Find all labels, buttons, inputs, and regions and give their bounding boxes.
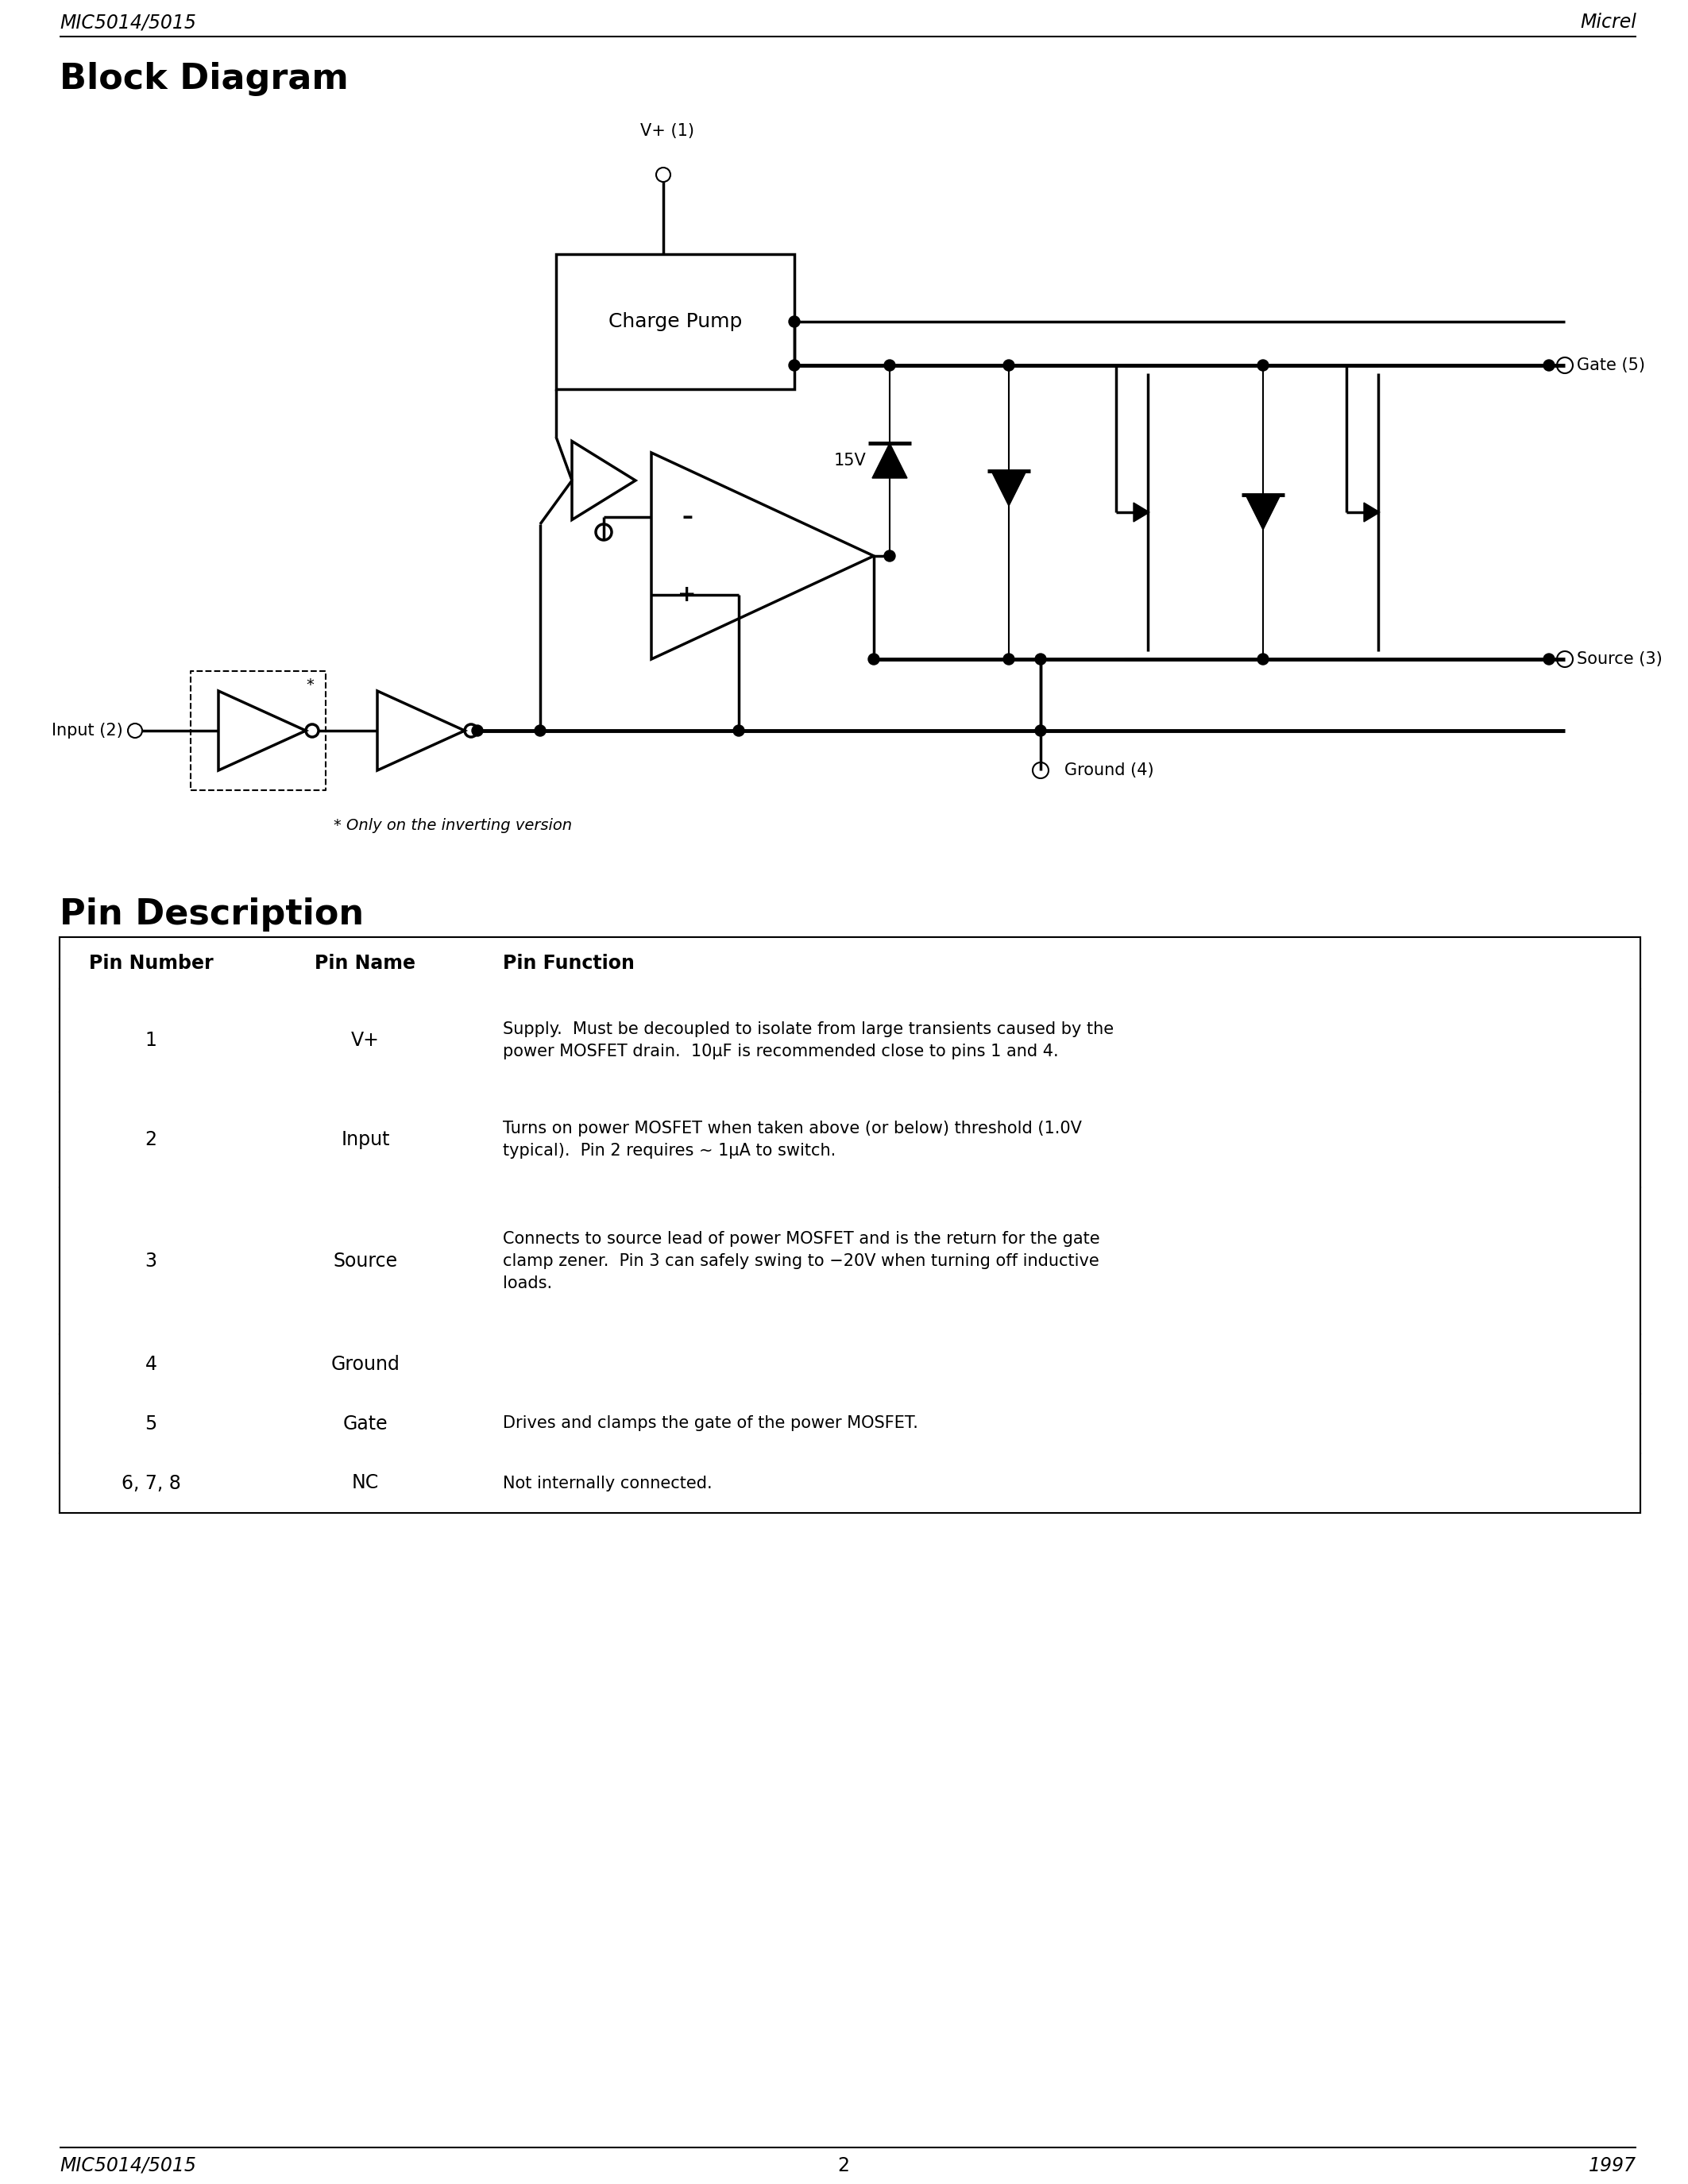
Text: Pin Function: Pin Function [503,954,635,972]
Text: Source (3): Source (3) [1577,651,1663,666]
Circle shape [1035,653,1047,664]
Circle shape [788,360,800,371]
Bar [555,253,795,389]
Text: 2: 2 [145,1129,157,1149]
Text: *: * [306,677,314,692]
Circle shape [1035,725,1047,736]
Text: V+: V+ [351,1031,380,1051]
Text: Charge Pump: Charge Pump [608,312,743,332]
Circle shape [1003,653,1014,664]
Circle shape [868,653,879,664]
Bar [59,937,1641,989]
Text: * Only on the inverting version: * Only on the inverting version [334,819,572,832]
Circle shape [885,550,895,561]
Circle shape [1543,360,1555,371]
Text: Turns on power MOSFET when taken above (or below) threshold (1.0V: Turns on power MOSFET when taken above (… [503,1120,1082,1136]
Polygon shape [1134,502,1150,522]
Text: Not internally connected.: Not internally connected. [503,1474,712,1492]
Text: 1: 1 [145,1031,157,1051]
Text: 2: 2 [837,2156,849,2175]
Text: Connects to source lead of power MOSFET and is the return for the gate: Connects to source lead of power MOSFET … [503,1230,1101,1247]
Text: 4: 4 [145,1354,157,1374]
Text: 6, 7, 8: 6, 7, 8 [122,1474,181,1492]
Text: Pin Name: Pin Name [316,954,415,972]
Text: Gate (5): Gate (5) [1577,358,1646,373]
Text: 3: 3 [145,1251,157,1271]
Text: MIC5014/5015: MIC5014/5015 [59,2156,196,2175]
Circle shape [1258,360,1269,371]
Polygon shape [873,443,906,478]
Text: clamp zener.  Pin 3 can safely swing to −20V when turning off inductive: clamp zener. Pin 3 can safely swing to −… [503,1254,1099,1269]
Text: Input (2): Input (2) [52,723,123,738]
Bar [59,1452,1641,1514]
Text: Input: Input [341,1129,390,1149]
Polygon shape [1246,496,1281,531]
Circle shape [788,317,800,328]
Polygon shape [991,472,1026,507]
Circle shape [1543,653,1555,664]
Text: Gate: Gate [343,1413,388,1433]
Text: Pin Number: Pin Number [89,954,213,972]
Text: Ground: Ground [331,1354,400,1374]
Text: Ground (4): Ground (4) [1065,762,1155,778]
Text: +: + [679,583,697,607]
Bar [59,1393,1641,1452]
Circle shape [733,725,744,736]
Bar [59,1334,1641,1393]
Text: MIC5014/5015: MIC5014/5015 [59,13,196,33]
Text: power MOSFET drain.  10μF is recommended close to pins 1 and 4.: power MOSFET drain. 10μF is recommended … [503,1044,1058,1059]
Text: –: – [682,505,692,529]
Circle shape [473,725,483,736]
Text: Supply.  Must be decoupled to isolate from large transients caused by the: Supply. Must be decoupled to isolate fro… [503,1022,1114,1037]
Text: Drives and clamps the gate of the power MOSFET.: Drives and clamps the gate of the power … [503,1415,918,1431]
Text: NC: NC [351,1474,380,1492]
Circle shape [535,725,545,736]
Text: 15V: 15V [834,452,866,470]
Text: 1997: 1997 [1588,2156,1636,2175]
Circle shape [885,360,895,371]
Text: typical).  Pin 2 requires ~ 1μA to switch.: typical). Pin 2 requires ~ 1μA to switch… [503,1142,836,1160]
Text: V+ (1): V+ (1) [640,122,694,140]
Circle shape [1003,360,1014,371]
Text: Source: Source [333,1251,398,1271]
Bar [59,989,1641,1092]
Text: Pin Description: Pin Description [59,898,365,933]
Text: loads.: loads. [503,1275,552,1291]
Text: Micrel: Micrel [1580,13,1636,33]
Bar [59,1092,1641,1188]
Bar [59,1188,1641,1334]
Circle shape [1258,653,1269,664]
Polygon shape [1364,502,1379,522]
Bar [59,937,1641,1514]
Text: Block Diagram: Block Diagram [59,61,348,96]
Text: 5: 5 [145,1413,157,1433]
